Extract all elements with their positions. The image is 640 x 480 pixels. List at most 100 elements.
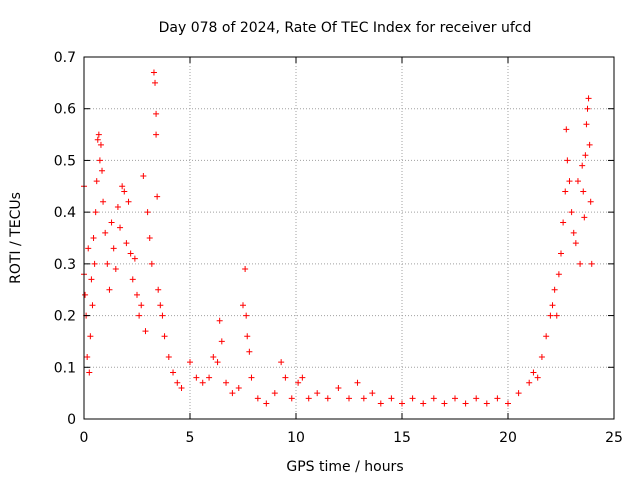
data-point xyxy=(377,400,384,407)
data-point xyxy=(314,390,321,397)
data-point xyxy=(579,162,586,169)
data-point xyxy=(360,395,367,402)
data-point xyxy=(254,395,261,402)
data-point xyxy=(580,188,587,195)
data-point xyxy=(89,302,96,309)
data-point xyxy=(148,260,155,267)
data-point xyxy=(263,400,270,407)
data-point xyxy=(99,167,106,174)
data-point xyxy=(199,379,206,386)
data-point xyxy=(473,395,480,402)
data-point xyxy=(558,250,564,257)
data-point xyxy=(178,384,185,391)
data-point xyxy=(106,286,113,293)
data-point xyxy=(235,384,242,391)
data-point xyxy=(244,333,251,340)
data-point xyxy=(585,95,592,102)
data-point xyxy=(93,178,100,185)
data-point xyxy=(240,302,246,309)
data-point xyxy=(483,400,490,407)
x-tick-label: 5 xyxy=(186,430,195,446)
data-point xyxy=(441,400,448,407)
data-point xyxy=(85,245,92,252)
x-tick-label: 10 xyxy=(287,430,305,446)
data-point xyxy=(452,395,458,402)
data-point xyxy=(553,312,560,319)
data-point xyxy=(399,400,405,407)
data-point xyxy=(165,353,172,360)
data-point xyxy=(144,209,151,216)
data-point xyxy=(161,333,168,340)
axes: 0 5 10 15 20 25 0 0.1 0.2 0.3 0.4 0.5 0.6 0.7 xyxy=(54,50,623,446)
data-point xyxy=(577,260,584,267)
x-tick-label: 15 xyxy=(393,430,411,446)
data-point xyxy=(136,312,143,319)
data-point xyxy=(153,131,160,138)
data-point xyxy=(95,131,102,138)
data-point xyxy=(582,152,589,159)
data-point xyxy=(388,395,395,402)
data-point xyxy=(242,266,249,273)
data-point xyxy=(88,276,95,283)
data-point xyxy=(288,395,295,402)
data-point xyxy=(494,395,501,402)
data-point xyxy=(538,353,545,360)
data-point xyxy=(574,178,581,185)
data-point xyxy=(154,193,161,200)
data-points xyxy=(81,69,595,407)
data-point xyxy=(551,286,558,293)
data-point xyxy=(100,198,107,205)
x-axis-label: GPS time / hours xyxy=(286,459,403,475)
data-point xyxy=(134,291,140,298)
data-point xyxy=(305,395,312,402)
data-point xyxy=(92,209,99,216)
data-point xyxy=(586,141,593,148)
data-point xyxy=(282,374,289,381)
data-point xyxy=(354,379,361,386)
data-point xyxy=(90,235,97,241)
data-point xyxy=(564,157,571,164)
data-point xyxy=(581,214,588,221)
y-axis-label: ROTI / TECUs xyxy=(8,192,24,284)
data-point xyxy=(150,69,157,76)
data-point xyxy=(324,395,331,402)
data-point xyxy=(142,328,149,335)
x-tick-label: 25 xyxy=(605,430,623,446)
data-point xyxy=(216,317,223,324)
x-tick-label: 20 xyxy=(499,430,517,446)
data-point xyxy=(369,390,376,397)
data-point xyxy=(131,255,138,262)
data-point xyxy=(119,183,126,190)
data-point xyxy=(566,178,573,185)
data-point xyxy=(588,260,595,267)
data-point xyxy=(562,188,569,195)
data-point xyxy=(170,369,177,376)
data-point xyxy=(84,353,91,360)
x-tick-label: 0 xyxy=(80,430,89,446)
data-point xyxy=(121,188,128,195)
data-point xyxy=(96,157,103,164)
y-tick-label: 0.7 xyxy=(54,50,76,66)
data-point xyxy=(153,110,160,117)
data-point xyxy=(223,379,230,386)
data-point xyxy=(430,395,437,402)
data-point xyxy=(127,250,134,257)
y-tick-label: 0.6 xyxy=(54,102,76,118)
data-point xyxy=(210,353,217,360)
data-point xyxy=(129,276,136,283)
data-point xyxy=(584,105,591,112)
data-point xyxy=(420,400,427,407)
data-point xyxy=(112,266,119,273)
data-point xyxy=(110,245,117,252)
data-point xyxy=(187,359,193,366)
data-point xyxy=(87,333,94,340)
data-point xyxy=(157,302,164,309)
data-point xyxy=(214,359,221,366)
y-tick-label: 0.3 xyxy=(54,257,76,273)
data-point xyxy=(174,379,181,386)
data-point xyxy=(572,240,579,247)
data-point xyxy=(534,374,541,381)
data-point xyxy=(547,312,554,319)
data-point xyxy=(271,390,278,397)
